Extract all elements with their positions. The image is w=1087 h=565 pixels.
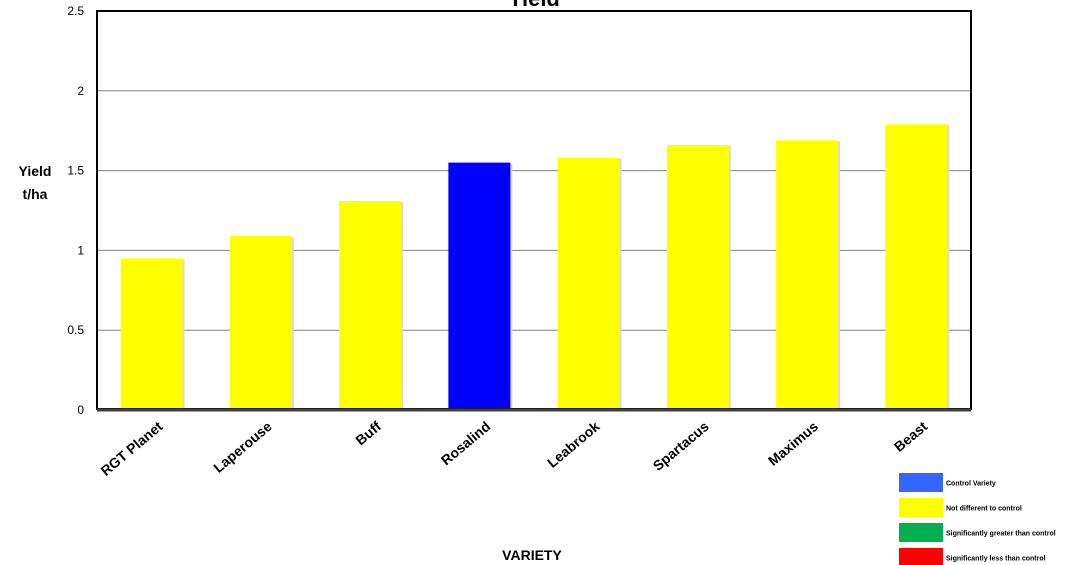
x-category-label: RGT Planet <box>97 418 165 479</box>
bar <box>557 157 620 410</box>
legend-label: Significantly greater than control <box>946 531 1056 538</box>
bar <box>448 162 511 410</box>
y-tick-labels: 0 0.5 1 1.5 2 2.5 <box>67 4 84 417</box>
legend-label: Control Variety <box>946 481 996 488</box>
bar <box>229 236 292 410</box>
legend-swatch <box>899 548 943 565</box>
legend-swatch <box>899 498 943 517</box>
chart-title: Yield <box>508 0 560 11</box>
y-tick-label: 0.5 <box>67 323 84 337</box>
x-category-label: Spartacus <box>650 418 712 474</box>
bar <box>120 258 183 410</box>
legend-label: Not different to control <box>946 506 1022 513</box>
y-tick-label: 1.5 <box>67 164 84 178</box>
bars <box>120 124 950 410</box>
x-category-label: Rosalind <box>438 418 494 468</box>
x-category-label: Leabrook <box>544 418 603 471</box>
y-tick-label: 2 <box>77 84 84 98</box>
y-axis-title-line2: t/ha <box>23 186 48 202</box>
legend: Control Variety Not different to control S… <box>899 473 1056 565</box>
y-tick-label: 1 <box>77 243 84 257</box>
legend-label: Significantly less than control <box>946 556 1046 563</box>
legend-swatch <box>899 523 943 542</box>
y-tick-label: 0 <box>77 403 84 417</box>
x-category-label: Laperouse <box>210 418 275 476</box>
x-category-label: Buff <box>352 418 384 448</box>
x-category-label: Beast <box>891 418 931 455</box>
x-axis-title: VARIETY <box>502 547 562 563</box>
x-category-label: Maximus <box>765 418 821 469</box>
y-tick-label: 2.5 <box>67 4 84 18</box>
bar <box>339 200 402 410</box>
bar <box>885 124 948 410</box>
bar <box>666 145 729 410</box>
x-category-labels: RGT Planet Laperouse Buff Rosalind Leabrook S… <box>97 418 930 479</box>
y-axis-title-line1: Yield <box>19 163 52 179</box>
bar <box>776 140 839 410</box>
legend-swatch <box>899 473 943 492</box>
